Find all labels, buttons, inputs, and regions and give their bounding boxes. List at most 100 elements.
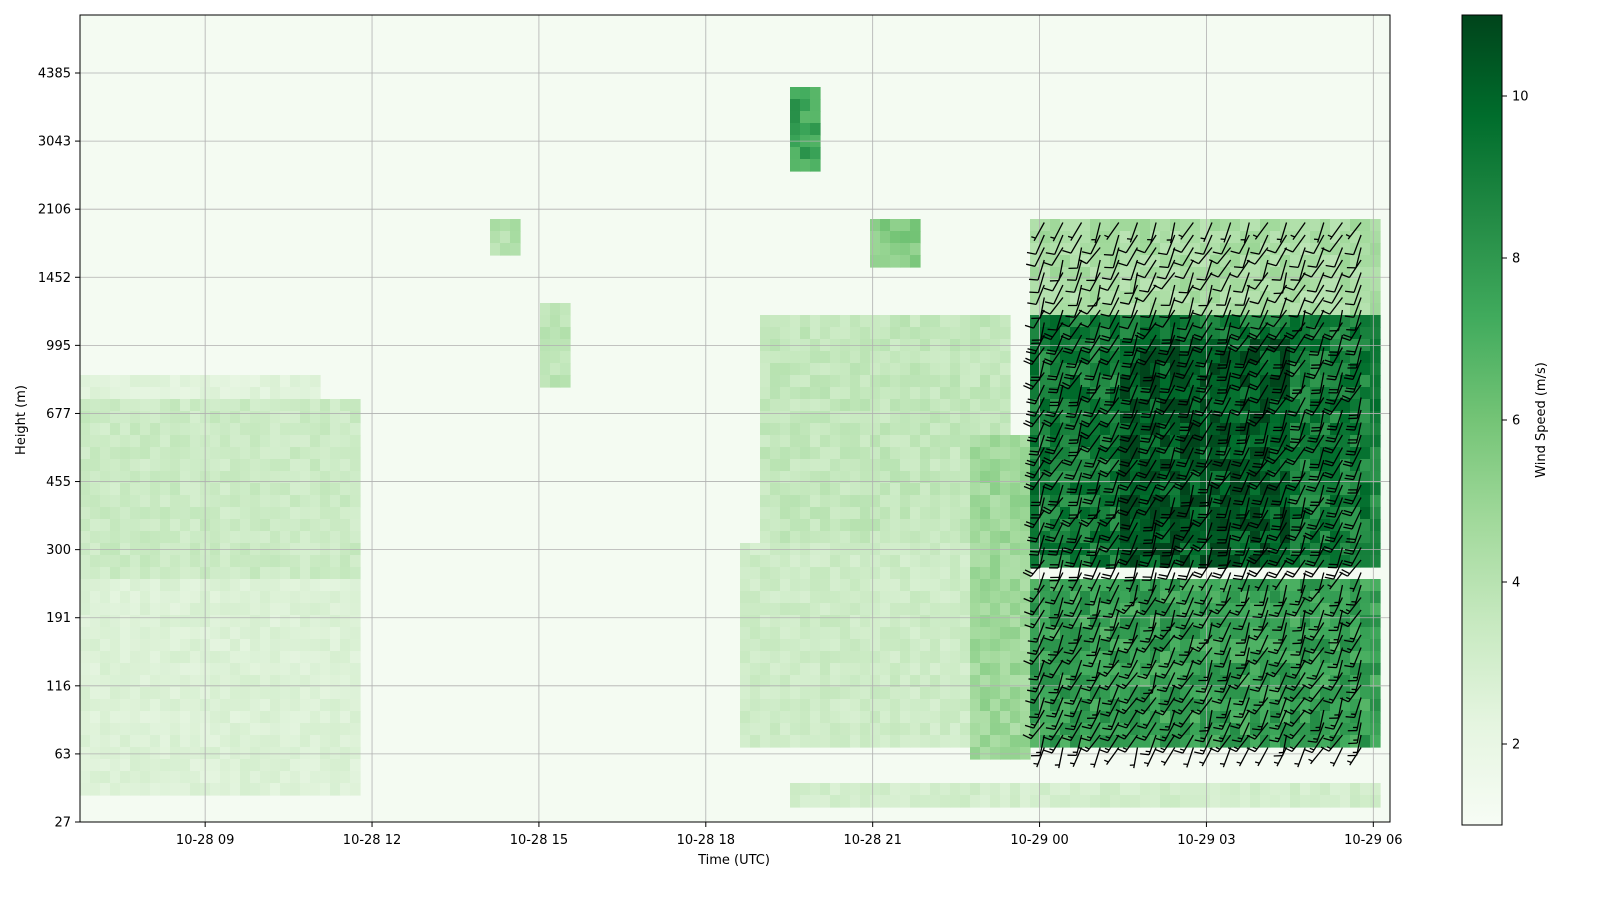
heatmap-cell <box>1120 219 1131 232</box>
heatmap-cell <box>270 591 281 604</box>
heatmap-cell <box>880 651 891 664</box>
heatmap-cell <box>950 663 961 676</box>
heatmap-cell <box>330 483 341 496</box>
heatmap-cell <box>810 411 821 424</box>
heatmap-cell <box>100 699 111 712</box>
heatmap-cell <box>1170 423 1181 436</box>
heatmap-cell <box>1200 783 1211 796</box>
heatmap-cell <box>920 423 931 436</box>
heatmap-cell <box>840 495 851 508</box>
heatmap-cell <box>1060 783 1071 796</box>
heatmap-cell <box>1270 627 1281 640</box>
heatmap-cell <box>160 495 171 508</box>
heatmap-cell <box>850 411 861 424</box>
heatmap-cell <box>330 723 341 736</box>
heatmap-cell <box>110 759 121 772</box>
heatmap-cell <box>220 495 231 508</box>
heatmap-cell <box>330 627 341 640</box>
heatmap-cell <box>950 531 961 544</box>
heatmap-cell <box>160 399 171 412</box>
heatmap-cell <box>940 423 951 436</box>
heatmap-cell <box>880 603 891 616</box>
heatmap-cell <box>910 483 921 496</box>
heatmap-cell <box>240 771 251 784</box>
heatmap-cell <box>120 387 131 400</box>
heatmap-cell <box>900 555 911 568</box>
heatmap-cell <box>290 735 301 748</box>
heatmap-cell <box>830 579 841 592</box>
heatmap-cell <box>800 555 811 568</box>
heatmap-cell <box>1000 579 1011 592</box>
heatmap-cell <box>90 459 101 472</box>
heatmap-cell <box>900 363 911 376</box>
heatmap-cell <box>910 579 921 592</box>
heatmap-cell <box>980 651 991 664</box>
heatmap-cell <box>970 507 981 520</box>
heatmap-cell <box>1250 639 1261 652</box>
heatmap-cell <box>1030 615 1041 628</box>
heatmap-cell <box>820 723 831 736</box>
heatmap-cell <box>980 519 991 532</box>
heatmap-cell <box>270 507 281 520</box>
heatmap-cell <box>850 531 861 544</box>
heatmap-cell <box>880 711 891 724</box>
heatmap-cell <box>910 723 921 736</box>
heatmap-cell <box>850 447 861 460</box>
heatmap-cell <box>280 651 291 664</box>
heatmap-cell <box>840 603 851 616</box>
heatmap-cell <box>960 507 971 520</box>
heatmap-cell <box>920 435 931 448</box>
heatmap-cell <box>810 123 821 136</box>
heatmap-cell <box>950 495 961 508</box>
heatmap-cell <box>830 567 841 580</box>
heatmap-cell <box>1010 435 1021 448</box>
heatmap-cell <box>190 603 201 616</box>
heatmap-cell <box>100 579 111 592</box>
heatmap-cell <box>1360 267 1371 280</box>
heatmap-cell <box>890 507 901 520</box>
heatmap-cell <box>980 351 991 364</box>
heatmap-cell <box>190 495 201 508</box>
heatmap-cell <box>290 723 301 736</box>
heatmap-cell <box>980 507 991 520</box>
heatmap-cell <box>1170 531 1181 544</box>
heatmap-cell <box>130 435 141 448</box>
heatmap-cell <box>310 723 321 736</box>
heatmap-cell <box>290 531 301 544</box>
heatmap-cell <box>320 603 331 616</box>
heatmap-cell <box>990 735 1001 748</box>
heatmap-cell <box>130 447 141 460</box>
heatmap-cell <box>990 567 1001 580</box>
heatmap-cell <box>180 627 191 640</box>
heatmap-cell <box>1360 219 1371 232</box>
heatmap-cell <box>240 651 251 664</box>
heatmap-cell <box>250 423 261 436</box>
heatmap-cell <box>180 651 191 664</box>
heatmap-cell <box>950 579 961 592</box>
heatmap-cell <box>930 531 941 544</box>
heatmap-cell <box>240 435 251 448</box>
heatmap-cell <box>950 483 961 496</box>
heatmap-cell <box>940 411 951 424</box>
heatmap-cell <box>810 519 821 532</box>
heatmap-cell <box>810 531 821 544</box>
heatmap-cell <box>900 387 911 400</box>
heatmap-cell <box>80 483 91 496</box>
heatmap-cell <box>1090 795 1101 808</box>
heatmap-cell <box>870 447 881 460</box>
heatmap-cell <box>240 567 251 580</box>
heatmap-cell <box>80 603 91 616</box>
heatmap-cell <box>210 711 221 724</box>
heatmap-cell <box>210 771 221 784</box>
heatmap-cell <box>870 615 881 628</box>
heatmap-cell <box>1370 795 1381 808</box>
heatmap-cell <box>270 435 281 448</box>
heatmap-cell <box>180 555 191 568</box>
heatmap-cell <box>1140 615 1151 628</box>
heatmap-cell <box>910 795 921 808</box>
heatmap-cell <box>1160 291 1171 304</box>
heatmap-cell <box>840 735 851 748</box>
heatmap-cell <box>340 759 351 772</box>
heatmap-cell <box>990 651 1001 664</box>
heatmap-cell <box>290 447 301 460</box>
